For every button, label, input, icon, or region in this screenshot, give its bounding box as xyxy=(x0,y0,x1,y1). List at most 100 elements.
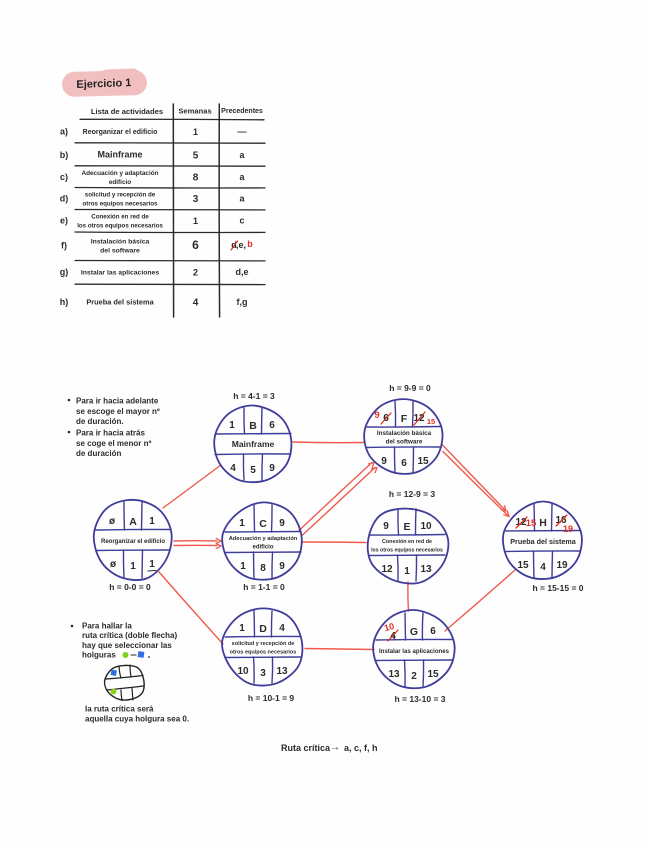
svg-text:6: 6 xyxy=(430,626,436,637)
svg-text:4: 4 xyxy=(540,562,546,573)
svg-text:Prueba del sistema: Prueba del sistema xyxy=(86,298,154,307)
svg-text:Lista de actividades: Lista de actividades xyxy=(91,107,163,116)
svg-text:h = 1-1 = 0: h = 1-1 = 0 xyxy=(243,582,285,592)
svg-text:9: 9 xyxy=(383,521,389,532)
svg-text:los otros equipos necesarios: los otros equipos necesarios xyxy=(77,223,163,230)
svg-text:ø: ø xyxy=(110,559,117,570)
svg-text:solicitud y recepción de: solicitud y recepción de xyxy=(232,641,295,647)
svg-text:Instalación básica: Instalación básica xyxy=(377,430,432,437)
svg-text:1: 1 xyxy=(240,561,246,572)
svg-text:h = 15-15 = 0: h = 15-15 = 0 xyxy=(532,583,583,593)
svg-text:5: 5 xyxy=(193,151,199,162)
svg-text:6: 6 xyxy=(401,458,407,469)
svg-text:Instalar las aplicaciones: Instalar las aplicaciones xyxy=(81,270,159,277)
svg-text:f): f) xyxy=(61,241,67,251)
svg-text:f,g: f,g xyxy=(237,297,248,307)
svg-text:h): h) xyxy=(60,297,69,307)
svg-text:h = 4-1 = 3: h = 4-1 = 3 xyxy=(233,391,275,401)
svg-text:b: b xyxy=(247,239,253,249)
svg-text:ruta crítica (doble flecha): ruta crítica (doble flecha) xyxy=(82,631,177,640)
svg-text:otros equipos necesarios: otros equipos necesarios xyxy=(83,201,159,208)
svg-text:Conexión en red de: Conexión en red de xyxy=(382,539,432,545)
svg-text:6: 6 xyxy=(192,238,199,252)
svg-text:6: 6 xyxy=(269,420,275,431)
svg-text:edificio: edificio xyxy=(252,545,273,551)
svg-text:2: 2 xyxy=(411,671,417,682)
svg-text:E: E xyxy=(403,521,410,533)
svg-text:h = 13-10 = 3: h = 13-10 = 3 xyxy=(394,694,445,704)
svg-text:9: 9 xyxy=(279,561,285,572)
svg-text:13: 13 xyxy=(420,564,432,575)
svg-text:9: 9 xyxy=(381,456,387,467)
svg-text:15: 15 xyxy=(417,456,429,467)
svg-text:de duración.: de duración. xyxy=(76,417,124,426)
svg-text:Adecuación y adaptación: Adecuación y adaptación xyxy=(81,170,158,177)
svg-text:4: 4 xyxy=(390,631,396,642)
svg-text:19: 19 xyxy=(556,560,568,571)
svg-text:h = 0-0 = 0: h = 0-0 = 0 xyxy=(109,582,151,592)
svg-text:15: 15 xyxy=(526,518,537,529)
svg-text:G: G xyxy=(410,626,418,638)
svg-text:la ruta crítica será: la ruta crítica será xyxy=(85,705,154,714)
svg-text:15: 15 xyxy=(427,417,435,426)
svg-text:1: 1 xyxy=(193,127,198,137)
svg-text:a: a xyxy=(239,194,245,204)
svg-text:C: C xyxy=(259,518,267,530)
svg-text:10: 10 xyxy=(383,621,395,633)
svg-text:3: 3 xyxy=(193,194,199,205)
svg-text:H: H xyxy=(539,517,547,529)
svg-text:19: 19 xyxy=(563,524,573,534)
svg-text:1: 1 xyxy=(404,566,410,577)
svg-text:2: 2 xyxy=(193,268,198,278)
svg-text:ø: ø xyxy=(109,516,116,527)
svg-text:1: 1 xyxy=(149,559,155,570)
svg-text:Ejercicio 1: Ejercicio 1 xyxy=(76,77,131,91)
svg-text:los otros equipos necesarios: los otros equipos necesarios xyxy=(371,548,443,554)
svg-text:Para ir hacia adelante: Para ir hacia adelante xyxy=(76,397,159,406)
svg-text:1: 1 xyxy=(149,516,155,527)
svg-text:9: 9 xyxy=(279,518,285,529)
svg-text:4: 4 xyxy=(230,463,236,474)
svg-text:de duración: de duración xyxy=(76,449,121,458)
svg-text:a): a) xyxy=(60,127,68,137)
svg-text:Precedentes: Precedentes xyxy=(221,108,263,115)
svg-text:8: 8 xyxy=(193,173,199,184)
svg-text:1: 1 xyxy=(193,216,198,226)
svg-text:h = 9-9 = 0: h = 9-9 = 0 xyxy=(389,383,431,393)
svg-text:5: 5 xyxy=(250,465,256,476)
svg-text:Mainframe: Mainframe xyxy=(232,439,275,449)
svg-text:1: 1 xyxy=(239,518,245,529)
svg-text:h = 12-9 = 3: h = 12-9 = 3 xyxy=(389,489,436,499)
svg-text:Adecuación y adaptación: Adecuación y adaptación xyxy=(229,536,298,542)
svg-text:se escoge el mayor nº: se escoge el mayor nº xyxy=(76,407,160,416)
svg-text:edificio: edificio xyxy=(109,179,131,186)
svg-text:3: 3 xyxy=(260,668,266,679)
svg-text:4: 4 xyxy=(193,298,199,309)
svg-text:D: D xyxy=(259,623,267,635)
svg-text:8: 8 xyxy=(260,563,266,574)
svg-text:h = 10-1 = 9: h = 10-1 = 9 xyxy=(248,693,295,703)
svg-text:Reorganizar el edificio: Reorganizar el edificio xyxy=(101,539,165,545)
svg-text:Para hallar la: Para hallar la xyxy=(82,622,132,631)
svg-text:a: a xyxy=(239,172,245,182)
svg-text:se coge el menor nº: se coge el menor nº xyxy=(76,439,151,448)
svg-text:c): c) xyxy=(60,172,68,182)
svg-text:13: 13 xyxy=(276,666,288,677)
svg-text:Conexión en red de: Conexión en red de xyxy=(91,214,149,221)
svg-text:b): b) xyxy=(60,150,69,160)
svg-text:9: 9 xyxy=(374,410,379,421)
svg-text:12: 12 xyxy=(381,564,393,575)
svg-text:Instalar las aplicaciones: Instalar las aplicaciones xyxy=(379,648,450,655)
svg-text:otros equipos necesarios: otros equipos necesarios xyxy=(230,650,297,656)
svg-text:a: a xyxy=(239,150,245,160)
svg-text:A: A xyxy=(129,516,137,528)
svg-text:10: 10 xyxy=(237,666,249,677)
svg-text:F: F xyxy=(401,413,408,425)
svg-text:del software: del software xyxy=(386,439,423,446)
svg-text:c: c xyxy=(239,216,244,226)
svg-text:B: B xyxy=(249,420,257,432)
svg-text:15: 15 xyxy=(427,669,439,680)
svg-text:Prueba del sistema: Prueba del sistema xyxy=(510,537,577,546)
svg-text:,e,: ,e, xyxy=(236,240,246,250)
svg-text:—: — xyxy=(238,127,247,137)
